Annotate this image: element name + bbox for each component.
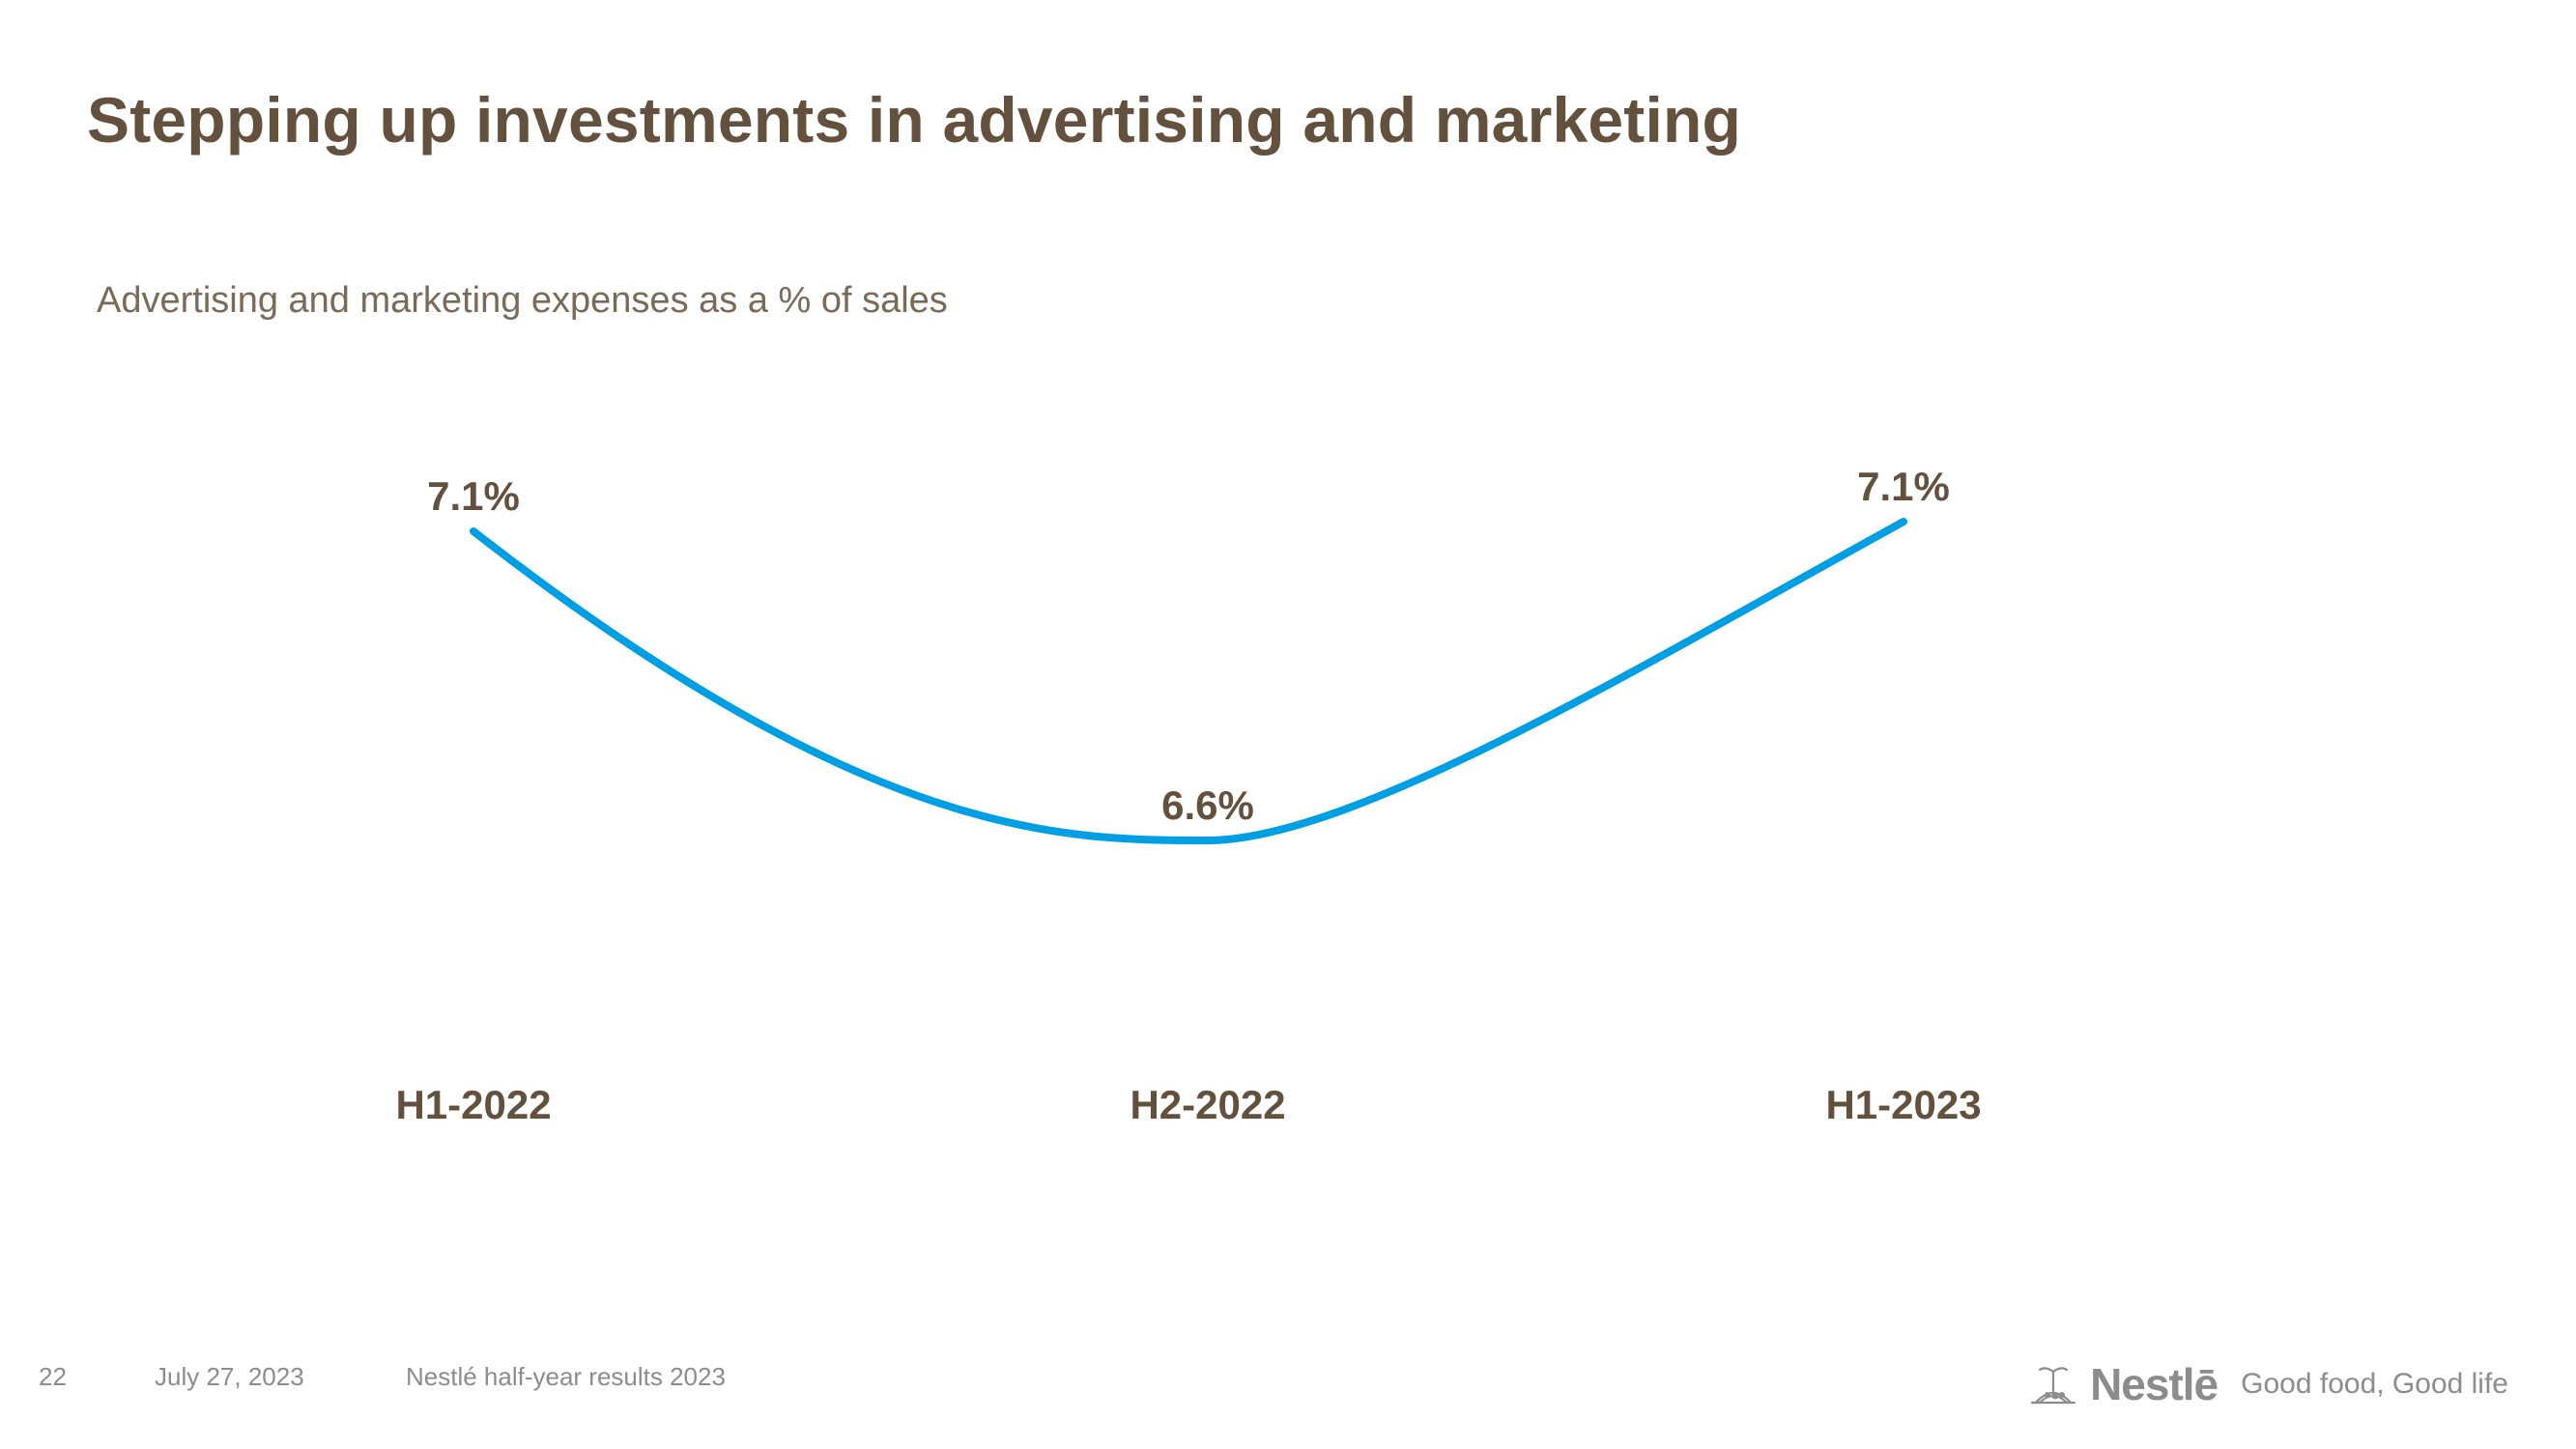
page-number: 22 [39,1362,155,1392]
footer-date: July 27, 2023 [155,1362,406,1392]
nest-icon [2026,1360,2080,1408]
chart-svg [97,367,2029,1159]
slide-subtitle: Advertising and marketing expenses as a … [97,280,948,322]
slide: Stepping up investments in advertising a… [0,0,2576,1449]
brand-block: Nestlē Good food, Good life [2026,1358,2508,1410]
footer-doc-title: Nestlé half-year results 2023 [406,1362,726,1392]
value-label-2: 7.1% [1857,464,1950,510]
brand-name: Nestlē [2090,1358,2218,1410]
line-chart: 7.1% 6.6% 7.1% H1-2022 H2-2022 H1-2023 [97,367,2029,1159]
brand-tagline: Good food, Good life [2241,1368,2508,1401]
x-axis-label-0: H1-2022 [395,1082,551,1128]
x-axis-label-1: H2-2022 [1130,1082,1285,1128]
x-axis-label-2: H1-2023 [1825,1082,1981,1128]
brand-logo: Nestlē [2026,1358,2218,1410]
slide-title: Stepping up investments in advertising a… [87,83,1741,156]
value-label-0: 7.1% [427,473,520,520]
value-label-1: 6.6% [1161,782,1254,829]
